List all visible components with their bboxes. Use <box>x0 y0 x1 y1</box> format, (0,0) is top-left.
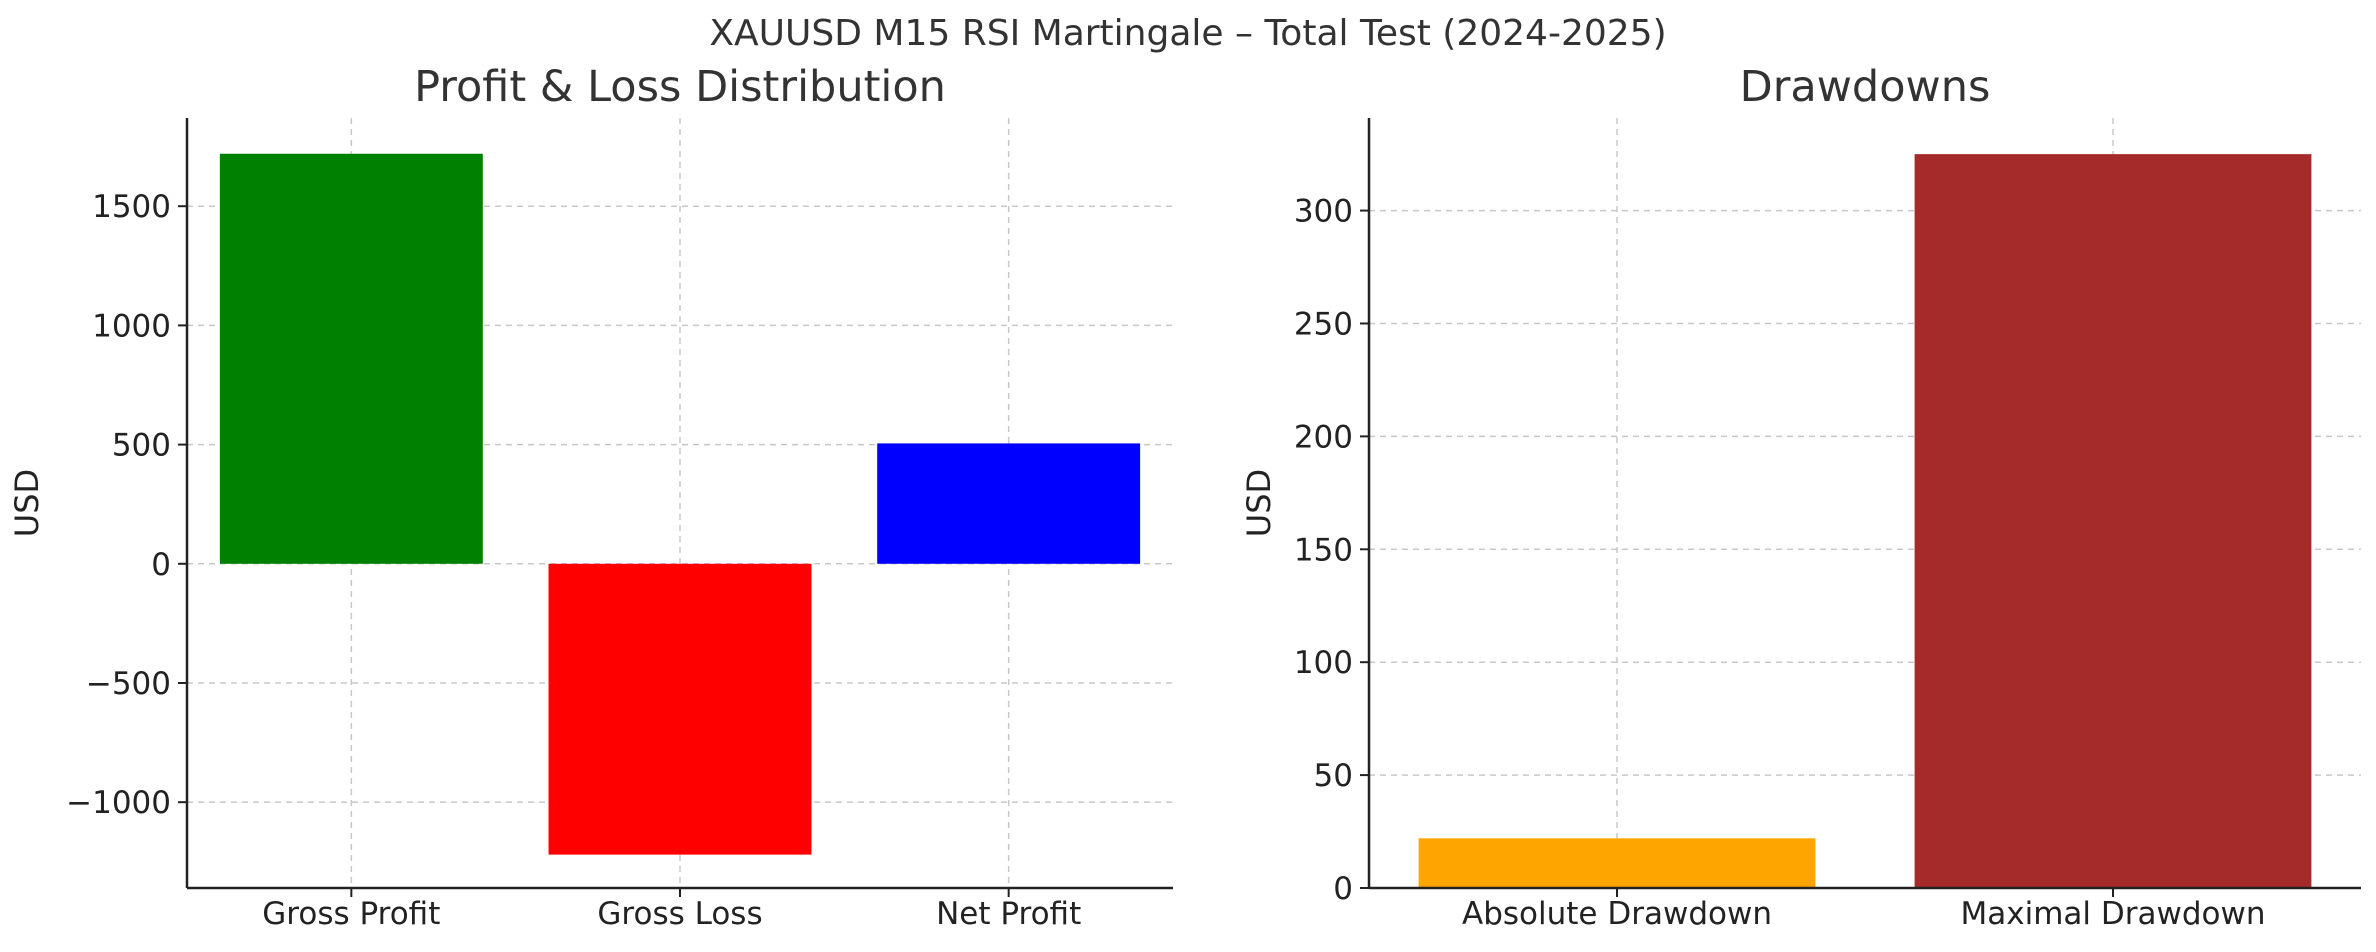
y-tick-label: 500 <box>112 428 171 464</box>
bar-absolute-drawdown <box>1418 838 1816 888</box>
y-tick-label: 200 <box>1294 419 1353 455</box>
pnl-chart: Profit & Loss Distribution USD −1000 −500 0 5… <box>8 62 1173 932</box>
y-tick-label: −500 <box>86 666 171 702</box>
bar-gross-profit <box>219 153 483 564</box>
x-tick-label: Absolute Drawdown <box>1462 896 1772 932</box>
y-tick-label: 250 <box>1294 306 1353 342</box>
bar-net-profit <box>877 443 1141 564</box>
figure-suptitle: XAUUSD M15 RSI Martingale – Total Test (… <box>709 13 1666 54</box>
y-tick-label: 1500 <box>92 189 171 225</box>
y-tick-label: −1000 <box>66 785 171 821</box>
y-tick-label: 150 <box>1294 532 1353 568</box>
y-tick-label: 1000 <box>92 308 171 344</box>
y-tick-label: 100 <box>1294 645 1353 681</box>
bar-maximal-drawdown <box>1914 154 2312 888</box>
y-tick-label: 0 <box>1333 871 1353 907</box>
x-tick-label: Gross Profit <box>262 896 440 932</box>
y-axis-label: USD <box>1240 469 1278 537</box>
chart-title: Profit & Loss Distribution <box>414 62 946 112</box>
drawdowns-chart: Drawdowns USD 0 50 100 150 200 250 300 Absolute D… <box>1240 62 2361 932</box>
x-tick-label: Net Profit <box>936 896 1081 932</box>
y-tick-label: 0 <box>151 547 171 583</box>
y-axis-label: USD <box>8 469 46 537</box>
x-tick-label: Gross Loss <box>597 896 762 932</box>
y-tick-label: 300 <box>1294 194 1353 230</box>
x-tick-label: Maximal Drawdown <box>1961 896 2266 932</box>
chart-title: Drawdowns <box>1740 62 1991 112</box>
y-tick-label: 50 <box>1314 758 1353 794</box>
bar-gross-loss <box>548 563 812 855</box>
